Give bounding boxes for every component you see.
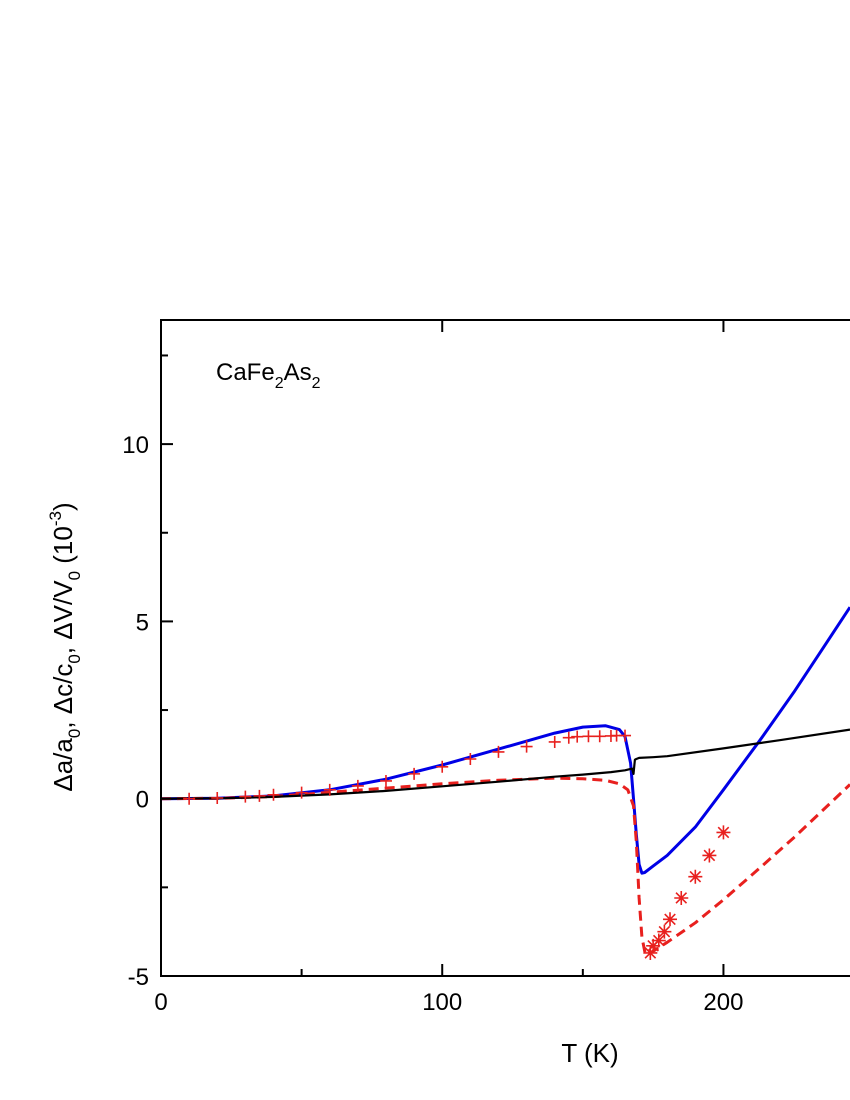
compound-label: CaFe2As2 bbox=[216, 359, 321, 392]
asterisk-marker bbox=[716, 825, 731, 840]
plus-marker bbox=[379, 774, 392, 787]
asterisk-marker bbox=[702, 848, 717, 863]
plus-marker bbox=[295, 786, 308, 799]
plus-marker bbox=[436, 760, 449, 773]
plot-area bbox=[161, 606, 850, 960]
plus-marker bbox=[351, 779, 364, 792]
blue-solid-curve bbox=[161, 606, 850, 875]
plus-marker bbox=[593, 730, 606, 743]
plus-marker bbox=[582, 730, 595, 743]
plus-marker bbox=[562, 731, 575, 744]
asterisk-marker bbox=[688, 869, 703, 884]
y-tick-label: 5 bbox=[136, 609, 149, 636]
axis-frame bbox=[160, 319, 850, 977]
plus-marker bbox=[267, 788, 280, 801]
asterisk-marker bbox=[651, 933, 666, 948]
plus-marker bbox=[253, 789, 266, 802]
y-axis-title: Δa/a0, Δc/c0, ΔV/V0 (10-3) bbox=[46, 502, 84, 791]
plus-marker bbox=[464, 752, 477, 765]
x-tick-label: 200 bbox=[703, 989, 743, 1016]
plus-marker bbox=[520, 740, 533, 753]
x-tick-label: 100 bbox=[422, 989, 462, 1016]
plus-marker bbox=[492, 745, 505, 758]
y-tick-label: 10 bbox=[122, 432, 149, 459]
asterisk-marker bbox=[643, 945, 658, 960]
x-tick-label: 0 bbox=[154, 989, 167, 1016]
plus-marker bbox=[211, 791, 224, 804]
plus-marker bbox=[548, 735, 561, 748]
black-solid-curve bbox=[161, 728, 850, 800]
asterisk-marker bbox=[674, 890, 689, 905]
asterisk-marker bbox=[646, 938, 661, 953]
plus-marker bbox=[183, 792, 196, 805]
plus-marker bbox=[571, 730, 584, 743]
y-tick-label: -5 bbox=[128, 964, 149, 991]
plus-marker bbox=[239, 790, 252, 803]
asterisk-marker bbox=[657, 924, 672, 939]
x-axis-title: T (K) bbox=[561, 1038, 618, 1068]
plus-marker bbox=[323, 783, 336, 796]
red-dashed-curve bbox=[161, 776, 850, 957]
asterisk-marker bbox=[663, 912, 678, 927]
plus-marker bbox=[408, 767, 421, 780]
plus-marker bbox=[619, 729, 632, 742]
y-tick-label: 0 bbox=[136, 787, 149, 814]
